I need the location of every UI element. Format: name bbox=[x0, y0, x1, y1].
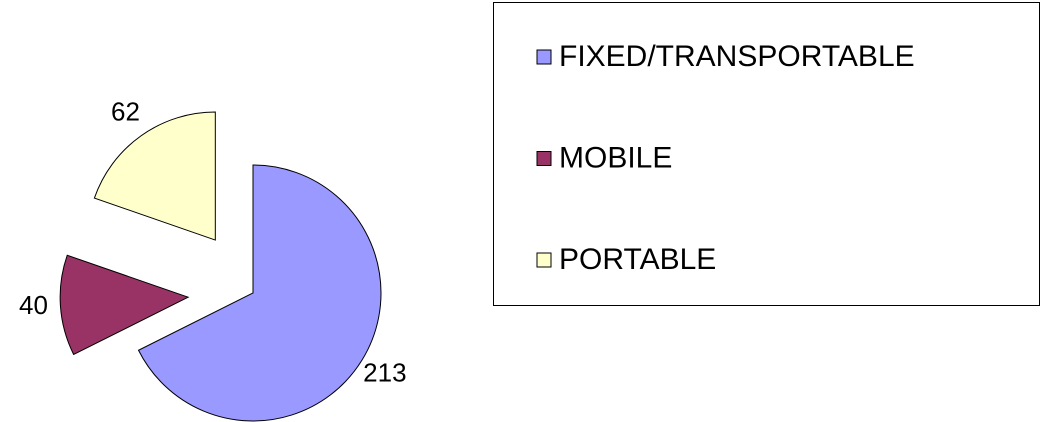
pie-slice bbox=[137, 164, 382, 422]
pie-slice bbox=[59, 254, 190, 356]
legend-label: MOBILE bbox=[559, 141, 672, 174]
legend-label: PORTABLE bbox=[559, 243, 716, 276]
legend-swatch bbox=[536, 49, 552, 65]
pie-slice bbox=[93, 111, 216, 241]
legend-box bbox=[493, 2, 1040, 306]
legend-swatch bbox=[536, 151, 552, 166]
legend-label: FIXED/TRANSPORTABLE bbox=[559, 40, 915, 73]
data-label: 213 bbox=[363, 357, 406, 387]
legend-swatch bbox=[536, 252, 552, 268]
data-label: 62 bbox=[111, 97, 140, 127]
data-label: 40 bbox=[19, 290, 48, 320]
